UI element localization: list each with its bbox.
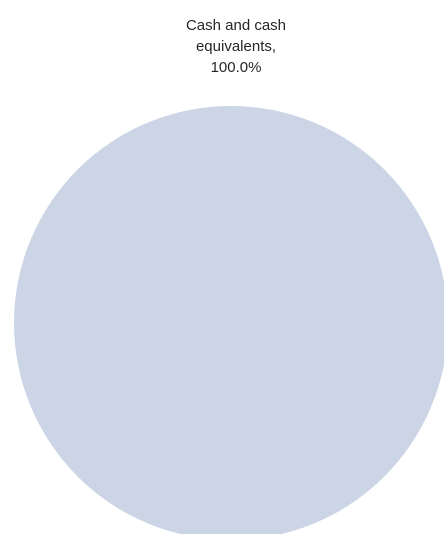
pie-slice-0: [14, 106, 444, 534]
slice-label-line-0: Cash and cash: [186, 17, 286, 34]
slice-label-line-1: equivalents,: [196, 38, 276, 55]
slice-label-line-2: 100.0%: [211, 59, 262, 76]
slice-labels: Cash and cash equivalents, 100.0%: [186, 17, 286, 76]
pie-slices: [14, 106, 444, 534]
slice-label-0: Cash and cash equivalents, 100.0%: [186, 17, 286, 76]
